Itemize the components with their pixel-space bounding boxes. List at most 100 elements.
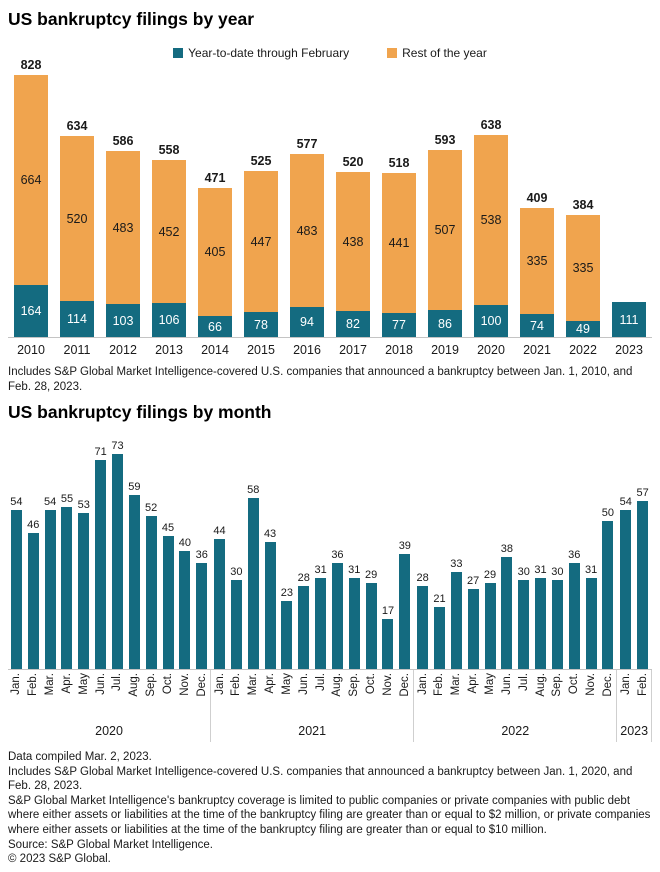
value-label: 54 (43, 496, 57, 508)
month-chart-title: US bankruptcy filings by month (8, 402, 272, 422)
month-bar (551, 580, 563, 669)
month-axis-label: Nov. (178, 673, 191, 696)
total-label: 638 (480, 118, 502, 132)
month-column-2022-Feb.: 21 (431, 593, 448, 669)
value-label: 36 (195, 549, 208, 561)
year-axis-label: 2014 (201, 343, 229, 357)
month-label-cell: Dec. (396, 673, 413, 722)
month-axis-label: Jan. (619, 673, 632, 695)
month-axis-label: Feb. (27, 673, 40, 697)
month-labels-row: Jan. Feb. (617, 670, 651, 722)
value-label: 17 (381, 605, 395, 617)
year-axis-label: 2023 (615, 343, 643, 357)
total-label: 586 (112, 134, 134, 148)
bar-segment-ytd: 82 (336, 311, 370, 337)
month-bar (264, 542, 276, 669)
axis-group-2020: Jan. Feb. Mar. Apr. May Jun. Jul. Aug. Sep. Oct. N… (8, 670, 212, 742)
year-column-2021: 409 335 74 (514, 191, 560, 337)
month-label-cell: Feb. (634, 673, 651, 722)
year-axis-label: 2018 (385, 343, 413, 357)
month-label-cell: Nov. (583, 673, 600, 722)
month-axis-label: Feb. (636, 673, 649, 697)
month-label-cell: Jun. (498, 673, 515, 722)
bar-segment-rest-of-year: 335 (520, 208, 554, 314)
month-axis-label: Nov. (585, 673, 598, 696)
month-bar (620, 510, 632, 669)
month-label-cell: Mar. (42, 673, 59, 722)
total-label: 634 (66, 119, 88, 133)
legend-label: Year-to-date through February (188, 46, 350, 60)
year-column-2015: 525 447 78 (238, 154, 284, 337)
month-label-cell: Mar. (448, 673, 465, 722)
month-column-2021-Oct.: 29 (363, 569, 380, 669)
month-label-cell: Oct. (566, 673, 583, 722)
value-label: 71 (94, 446, 107, 458)
month-chart: 54 46 54 55 53 71 73 59 52 45 40 36 44 30 58 43 23 28 31 36… (0, 437, 660, 742)
month-column-2020-Dec.: 36 (193, 549, 210, 669)
bar-group-2021: 44 30 58 43 23 28 31 36 31 29 17 39 (211, 437, 414, 669)
month-label-cell: Jan. (211, 673, 228, 722)
month-column-2023-Jan.: 54 (617, 496, 634, 669)
teal-legend-swatch-icon (173, 48, 184, 58)
month-bar (382, 619, 394, 669)
month-labels-row: Jan. Feb. Mar. Apr. May Jun. Jul. Aug. Sep. Oct. N… (211, 670, 413, 722)
month-column-2020-Jul.: 73 (109, 440, 126, 669)
month-column-2020-Feb.: 46 (25, 519, 42, 669)
value-label: 38 (500, 543, 513, 555)
month-label-cell: Mar. (245, 673, 262, 722)
year-column-2011: 634 520 114 (54, 119, 100, 337)
month-column-2021-Jul.: 31 (312, 564, 329, 669)
month-label-cell: Feb. (228, 673, 245, 722)
year-axis-label: 2020 (477, 343, 505, 357)
year-axis-label: 2016 (293, 343, 321, 357)
value-label: 21 (433, 593, 446, 605)
year-column-2010: 828 664 164 (8, 58, 54, 337)
month-bar (10, 510, 22, 669)
month-axis-label: Jul. (111, 673, 124, 691)
month-column-2020-Oct.: 45 (160, 522, 177, 669)
month-column-2020-Sep.: 52 (143, 502, 160, 669)
year-axis-label: 2017 (339, 343, 367, 357)
month-column-2021-Apr.: 43 (262, 528, 279, 669)
value-label: 46 (27, 519, 40, 531)
month-column-2020-Nov.: 40 (176, 537, 193, 669)
month-axis-label: May (77, 673, 90, 695)
month-axis-label: Feb. (230, 673, 243, 697)
year-column-2018: 518 441 77 (376, 156, 422, 337)
value-label: 31 (534, 564, 547, 576)
month-bar (145, 516, 157, 669)
year-group-label: 2023 (620, 724, 649, 738)
month-label-cell: Jun. (92, 673, 109, 722)
value-label: 73 (111, 440, 124, 452)
total-label: 828 (20, 58, 42, 72)
year-chart-x-axis: 2010 2011 2012 2013 2014 2015 2016 2017 2018 2019… (8, 337, 652, 357)
value-label: 43 (263, 528, 277, 540)
total-label: 593 (434, 133, 456, 147)
month-bar (128, 495, 140, 669)
value-label: 55 (60, 493, 74, 505)
month-column-2020-May: 53 (75, 499, 92, 669)
value-label: 33 (450, 558, 463, 570)
month-axis-label: Aug. (534, 673, 547, 697)
value-label: 45 (161, 522, 175, 534)
footer-notes: Data compiled Mar. 2, 2023. Includes S&P… (8, 750, 652, 867)
month-chart-x-axis: Jan. Feb. Mar. Apr. May Jun. Jul. Aug. Sep. Oct. N… (8, 669, 653, 742)
value-label: 31 (584, 564, 598, 576)
month-axis-label: Oct. (568, 673, 581, 695)
month-label-cell: Aug. (532, 673, 549, 722)
month-bar (95, 460, 107, 669)
month-axis-label: Mar. (450, 673, 463, 696)
month-axis-label: Apr. (467, 673, 480, 694)
bar-group-2020: 54 46 54 55 53 71 73 59 52 45 40 36 (8, 437, 211, 669)
year-axis-label: 2012 (109, 343, 137, 357)
total-label: 409 (526, 191, 548, 205)
month-column-2022-Jun.: 38 (498, 543, 515, 669)
month-label-cell: Feb. (25, 673, 42, 722)
month-axis-label: Apr. (264, 673, 277, 694)
footer-source: Source: S&P Global Market Intelligence. (8, 838, 213, 851)
year-axis-label: 2011 (63, 343, 91, 357)
bar-segment-ytd: 100 (474, 305, 508, 337)
bar-segment-rest-of-year: 438 (336, 172, 370, 311)
value-label: 30 (517, 566, 530, 578)
value-label: 30 (230, 566, 243, 578)
